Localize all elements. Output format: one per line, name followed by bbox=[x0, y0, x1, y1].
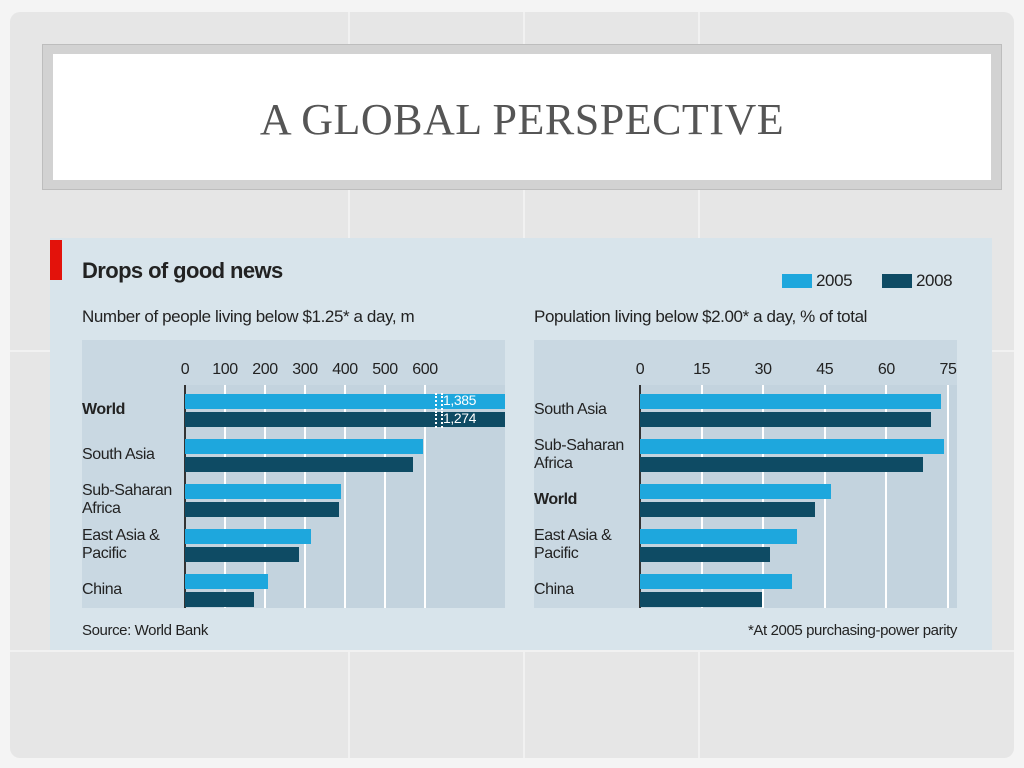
legend-swatch bbox=[882, 274, 912, 288]
category-label: World bbox=[534, 491, 578, 508]
x-tick-label: 600 bbox=[412, 361, 438, 378]
legend-swatch bbox=[782, 274, 812, 288]
break-mark bbox=[435, 411, 443, 428]
bar bbox=[640, 457, 923, 472]
break-mark bbox=[435, 393, 443, 410]
x-tick-label: 0 bbox=[635, 361, 645, 378]
x-tick-label: 15 bbox=[693, 361, 711, 378]
bar bbox=[185, 412, 505, 427]
chart-subtitle: Number of people living below $1.25* a d… bbox=[82, 307, 415, 326]
bar bbox=[185, 592, 255, 607]
value-label: 1,385 bbox=[443, 392, 477, 408]
grid-line bbox=[946, 385, 949, 608]
chart: Number of people living below $1.25* a d… bbox=[50, 238, 992, 650]
slide-title: A GLOBAL PERSPECTIVE bbox=[259, 95, 785, 144]
grid-line bbox=[344, 385, 346, 608]
footnote: *At 2005 purchasing-power parity bbox=[748, 622, 957, 639]
bar bbox=[185, 484, 342, 499]
bar bbox=[185, 547, 299, 562]
x-tick-label: 75 bbox=[939, 361, 957, 378]
category-label: Sub-Saharan Africa bbox=[82, 482, 172, 517]
title-panel: A GLOBAL PERSPECTIVE bbox=[53, 54, 991, 180]
grid-line bbox=[885, 385, 888, 608]
bar bbox=[185, 457, 414, 472]
category-label: China bbox=[82, 581, 122, 598]
x-tick-label: 30 bbox=[754, 361, 772, 378]
x-tick-label: 45 bbox=[816, 361, 834, 378]
category-label: Sub-Saharan Africa bbox=[534, 437, 624, 472]
chart-title: Drops of good news bbox=[82, 258, 283, 283]
bar bbox=[640, 394, 942, 409]
bar bbox=[185, 439, 424, 454]
x-tick-label: 500 bbox=[372, 361, 398, 378]
bar bbox=[185, 529, 312, 544]
bar bbox=[185, 502, 340, 517]
category-label: South Asia bbox=[534, 401, 607, 418]
title-box: A GLOBAL PERSPECTIVE bbox=[42, 44, 1002, 190]
x-tick-label: 200 bbox=[252, 361, 278, 378]
grid-line bbox=[424, 385, 426, 608]
bar bbox=[640, 484, 831, 499]
chart-subtitle: Population living below $2.00* a day, % … bbox=[534, 307, 867, 326]
x-tick-label: 300 bbox=[292, 361, 318, 378]
bar bbox=[640, 502, 815, 517]
category-label: East Asia & Pacific bbox=[82, 527, 160, 562]
grid-line bbox=[384, 385, 386, 608]
legend-label: 2008 bbox=[916, 271, 953, 290]
red-marker bbox=[50, 240, 62, 280]
x-tick-label: 0 bbox=[180, 361, 190, 378]
bar bbox=[185, 574, 269, 589]
bar bbox=[640, 439, 944, 454]
x-tick-label: 400 bbox=[332, 361, 358, 378]
value-label: 1,274 bbox=[443, 410, 477, 426]
bar bbox=[640, 574, 792, 589]
category-label: East Asia & Pacific bbox=[534, 527, 612, 562]
source-note: Source: World Bank bbox=[82, 622, 208, 639]
bar bbox=[640, 547, 771, 562]
bar bbox=[640, 529, 797, 544]
x-tick-label: 60 bbox=[877, 361, 895, 378]
bar bbox=[640, 412, 932, 427]
background-line bbox=[10, 650, 1014, 652]
bar bbox=[185, 394, 505, 409]
x-tick-label: 100 bbox=[212, 361, 238, 378]
category-label: China bbox=[534, 581, 574, 598]
category-label: South Asia bbox=[82, 446, 155, 463]
legend-label: 2005 bbox=[816, 271, 853, 290]
bar bbox=[640, 592, 763, 607]
category-label: World bbox=[82, 401, 126, 418]
